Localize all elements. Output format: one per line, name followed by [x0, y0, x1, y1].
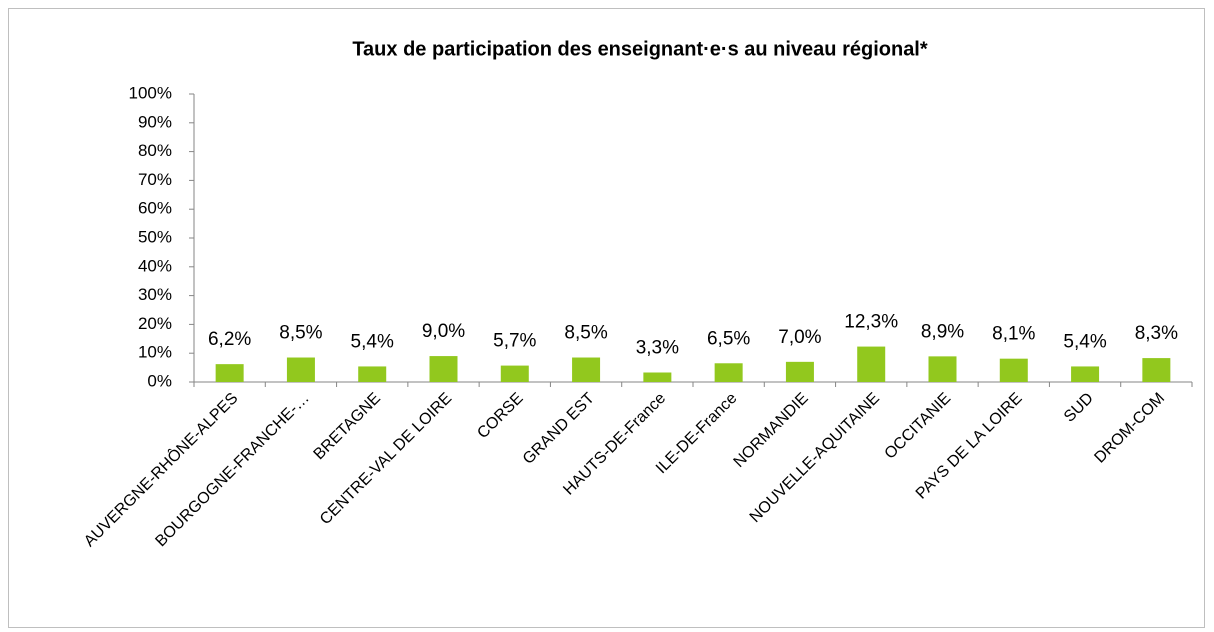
- bar: [1071, 366, 1100, 382]
- bar: [999, 358, 1028, 382]
- value-label: 5,4%: [1063, 331, 1106, 352]
- bar: [785, 361, 814, 382]
- bar: [429, 356, 458, 382]
- y-tick-label: 90%: [138, 112, 172, 131]
- y-tick-label: 70%: [138, 170, 172, 189]
- y-tick-label: 100%: [129, 83, 172, 102]
- y-tick-label: 40%: [138, 256, 172, 275]
- value-label: 8,1%: [992, 324, 1035, 345]
- bar: [714, 363, 743, 382]
- bar: [286, 357, 315, 382]
- chart-title: Taux de participation des enseignant·e·s…: [352, 38, 928, 60]
- value-label: 8,5%: [564, 323, 607, 344]
- value-label: 8,5%: [279, 323, 322, 344]
- y-tick-label: 80%: [138, 141, 172, 160]
- value-label: 6,2%: [208, 329, 251, 350]
- y-tick-label: 20%: [138, 314, 172, 333]
- chart-border: [8, 8, 1205, 628]
- bar: [500, 365, 529, 382]
- y-tick-label: 50%: [138, 227, 172, 246]
- value-label: 9,0%: [422, 321, 465, 342]
- y-tick-label: 10%: [138, 343, 172, 362]
- y-tick-label: 0%: [147, 371, 172, 390]
- value-label: 7,0%: [778, 327, 821, 348]
- y-tick-label: 30%: [138, 285, 172, 304]
- bar: [928, 356, 957, 382]
- bar: [857, 346, 886, 382]
- y-tick-label: 60%: [138, 199, 172, 218]
- value-label: 6,5%: [707, 328, 750, 349]
- value-label: 12,3%: [844, 312, 898, 333]
- value-label: 8,9%: [921, 321, 964, 342]
- value-label: 8,3%: [1135, 323, 1178, 344]
- bar: [572, 357, 601, 382]
- value-label: 3,3%: [636, 338, 679, 359]
- bar: [358, 366, 387, 382]
- value-label: 5,4%: [351, 331, 394, 352]
- bar: [1142, 358, 1171, 382]
- bar: [643, 372, 672, 382]
- bar: [215, 364, 244, 382]
- value-label: 5,7%: [493, 331, 536, 352]
